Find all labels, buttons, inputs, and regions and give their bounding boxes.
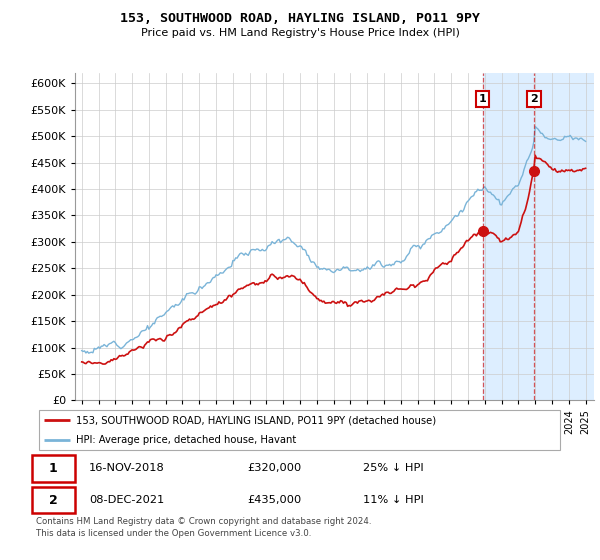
Text: 2: 2 [49, 493, 58, 507]
Text: HPI: Average price, detached house, Havant: HPI: Average price, detached house, Hava… [76, 435, 296, 445]
Text: 2: 2 [530, 94, 538, 104]
Text: 153, SOUTHWOOD ROAD, HAYLING ISLAND, PO11 9PY (detached house): 153, SOUTHWOOD ROAD, HAYLING ISLAND, PO1… [76, 415, 436, 425]
FancyBboxPatch shape [32, 455, 75, 482]
Text: 153, SOUTHWOOD ROAD, HAYLING ISLAND, PO11 9PY: 153, SOUTHWOOD ROAD, HAYLING ISLAND, PO1… [120, 12, 480, 25]
Text: Price paid vs. HM Land Registry's House Price Index (HPI): Price paid vs. HM Land Registry's House … [140, 28, 460, 38]
FancyBboxPatch shape [32, 487, 75, 514]
Text: 16-NOV-2018: 16-NOV-2018 [89, 463, 164, 473]
Text: £320,000: £320,000 [247, 463, 301, 473]
Bar [483, 73, 594, 400]
Text: 25% ↓ HPI: 25% ↓ HPI [364, 463, 424, 473]
Text: 1: 1 [479, 94, 487, 104]
Text: 11% ↓ HPI: 11% ↓ HPI [364, 495, 424, 505]
FancyBboxPatch shape [38, 410, 560, 450]
Text: 08-DEC-2021: 08-DEC-2021 [89, 495, 164, 505]
Text: Contains HM Land Registry data © Crown copyright and database right 2024.
This d: Contains HM Land Registry data © Crown c… [36, 517, 371, 538]
Text: 1: 1 [49, 461, 58, 475]
Text: £435,000: £435,000 [247, 495, 301, 505]
